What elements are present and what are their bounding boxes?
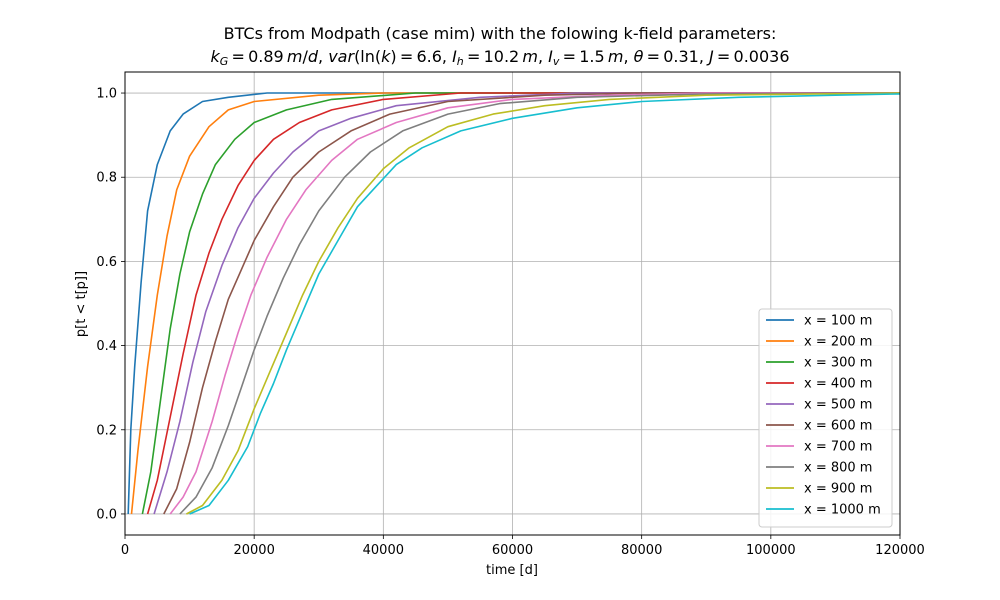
y-tick-label: 1.0 — [96, 87, 117, 102]
legend-label: x = 700 m — [804, 440, 872, 455]
legend-label: x = 500 m — [804, 398, 872, 413]
series-line-9 — [186, 92, 901, 515]
series-line-3 — [141, 92, 900, 515]
subtitle-iv-value: 1.5 — [579, 47, 605, 66]
y-tick-label: 0.6 — [96, 255, 117, 270]
y-tick-label: 0.0 — [96, 507, 117, 522]
legend-label: x = 400 m — [804, 377, 872, 392]
series-line-4 — [146, 92, 900, 515]
legend-label: x = 800 m — [804, 461, 872, 476]
legend-label: x = 300 m — [804, 356, 872, 371]
series-line-5 — [153, 92, 900, 515]
x-tick-label: 20000 — [233, 543, 274, 558]
legend-label: x = 100 m — [804, 314, 872, 329]
series-line-10 — [189, 93, 901, 515]
x-tick-label: 120000 — [875, 543, 925, 558]
x-tick-label: 40000 — [363, 543, 404, 558]
series-line-1 — [127, 92, 900, 515]
chart-subtitle: kG = 0.89 m/d, var(ln(k) = 6.6, Ih = 10.… — [210, 47, 790, 68]
chart-title: BTCs from Modpath (case mim) with the fo… — [223, 24, 777, 43]
legend-label: x = 1000 m — [804, 503, 881, 518]
subtitle-j-value: 0.0036 — [733, 47, 790, 66]
x-tick-label: 80000 — [621, 543, 662, 558]
series-layer — [127, 92, 901, 515]
legend: x = 100 m x = 200 m x = 300 m x = 400 m x = … — [758, 308, 893, 528]
x-tick-label: 60000 — [492, 543, 533, 558]
series-line-2 — [130, 92, 900, 515]
series-line-8 — [179, 92, 901, 515]
subtitle-theta-value: 0.31 — [663, 47, 699, 66]
subtitle-var-value: 6.6 — [416, 47, 442, 66]
x-axis-label: time [d] — [486, 563, 538, 578]
y-tick-label: 0.8 — [96, 171, 117, 186]
series-line-6 — [163, 92, 900, 515]
series-line-7 — [169, 92, 900, 515]
legend-label: x = 900 m — [804, 482, 872, 497]
legend-label: x = 200 m — [804, 335, 872, 350]
subtitle-kg-value: 0.89 — [248, 47, 284, 66]
x-tick-label: 0 — [121, 543, 129, 558]
axis-ticks: 0 20000 40000 60000 80000 100000 120000 0.0 0.2 0… — [96, 87, 925, 558]
y-tick-label: 0.4 — [96, 339, 117, 354]
y-tick-label: 0.2 — [96, 423, 117, 438]
legend-box — [758, 308, 893, 528]
y-axis-label: p[t < t[p]] — [74, 271, 89, 337]
subtitle-ih-value: 10.2 — [483, 47, 520, 66]
x-tick-label: 100000 — [746, 543, 796, 558]
legend-label: x = 600 m — [804, 419, 872, 434]
